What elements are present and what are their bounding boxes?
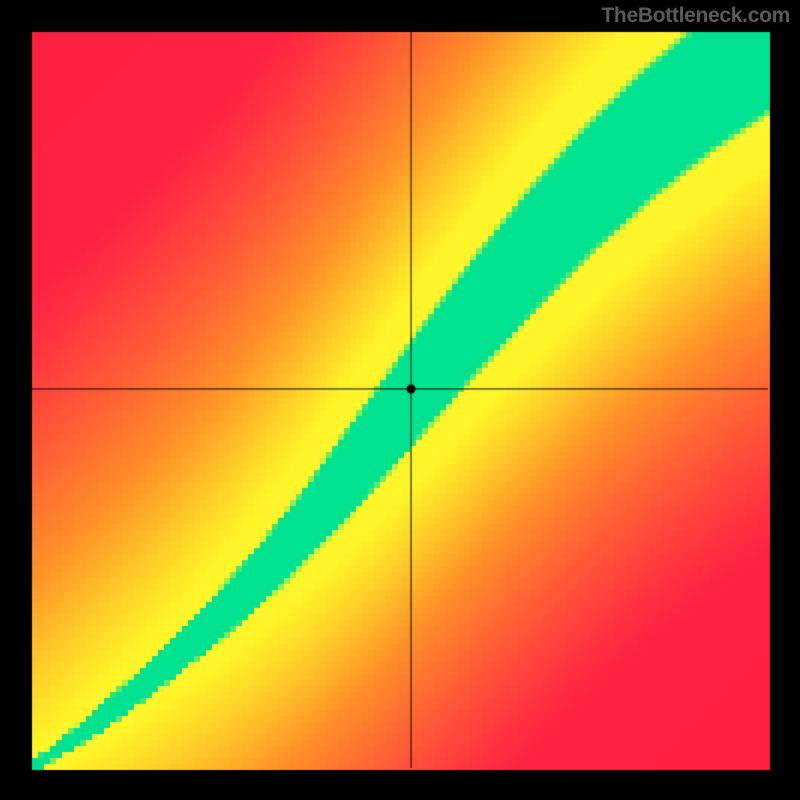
watermark-text: TheBottleneck.com xyxy=(601,4,790,28)
bottleneck-heatmap-canvas xyxy=(0,0,800,800)
chart-container: { "watermark": { "text": "TheBottleneck.… xyxy=(0,0,800,800)
